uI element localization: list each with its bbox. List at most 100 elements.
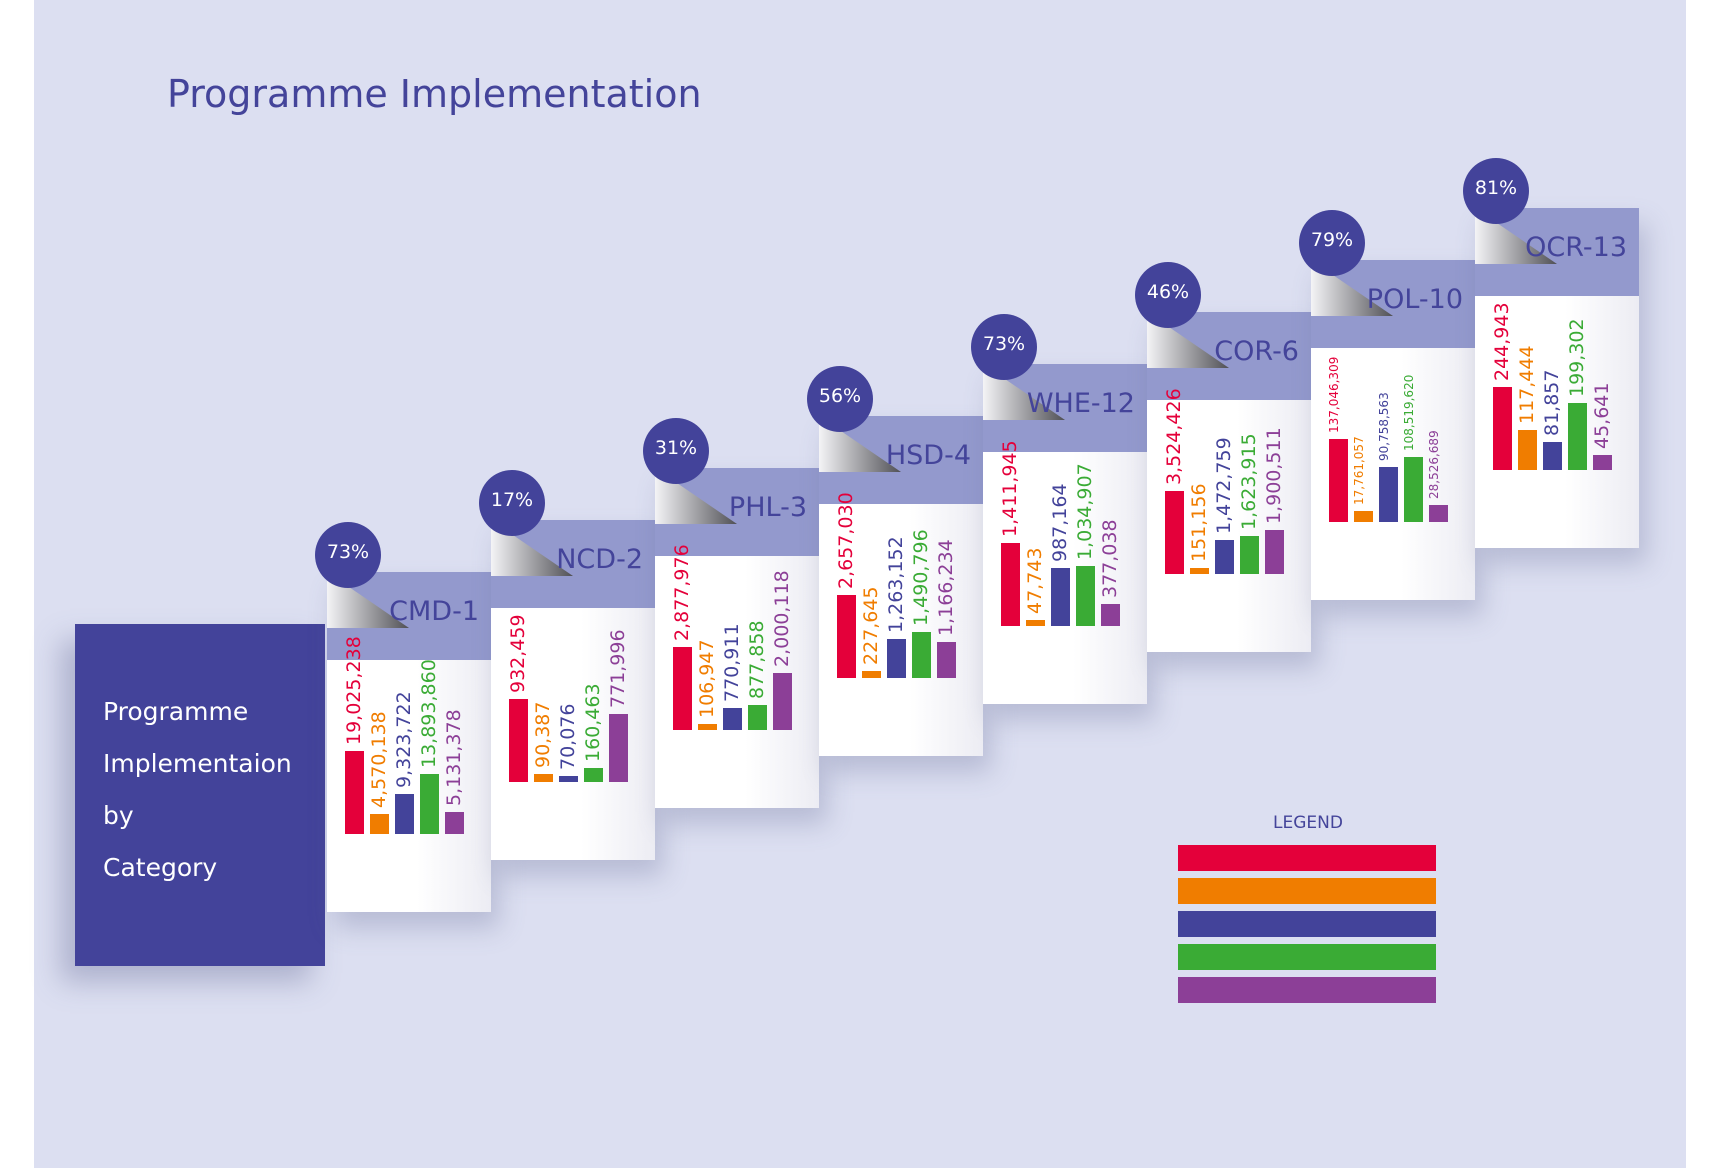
category-label: HSD-4 <box>885 440 971 471</box>
bar-mark <box>912 632 931 678</box>
value-label: 2,000,118 <box>771 570 793 667</box>
category-card: COR-6 3,524,426 151,156 1,472,759 1,623,915 1… <box>1147 312 1311 652</box>
bar-mark <box>887 639 906 678</box>
bar-mark <box>937 642 956 678</box>
bar-mark <box>1051 568 1070 626</box>
bar-mark <box>1240 536 1259 574</box>
value-label: 1,900,511 <box>1263 427 1285 524</box>
category-label: OCR-13 <box>1525 232 1627 263</box>
value-label: 137,046,309 <box>1327 356 1341 433</box>
card-plot: 2,657,030 227,645 1,263,152 1,490,796 1,166,… <box>819 492 983 678</box>
value-label: 377,038 <box>1099 519 1121 598</box>
value-label: 4,570,138 <box>368 711 390 808</box>
bar-mark <box>509 699 528 782</box>
value-label: 17,761,057 <box>1352 436 1366 505</box>
bar-mark <box>370 814 389 834</box>
category-card: NCD-2 932,459 90,387 70,076 160,463 771,996 <box>491 520 655 860</box>
category-card: OCR-13 244,943 117,444 81,857 199,302 45,641 <box>1475 208 1639 548</box>
card-plot: 19,025,238 4,570,138 9,323,722 13,893,860 5,… <box>327 636 491 834</box>
category-card: POL-10 137,046,309 17,761,057 90,758,563 108… <box>1311 260 1475 600</box>
value-label: 70,076 <box>557 703 579 770</box>
value-label: 3,524,426 <box>1163 388 1185 485</box>
percentage-badge: 46% <box>1135 262 1201 328</box>
value-label: 227,645 <box>860 586 882 665</box>
bar-mark <box>420 774 439 834</box>
bar-mark <box>1593 455 1612 470</box>
bar-mark <box>534 774 553 782</box>
bar-mark <box>1215 540 1234 574</box>
category-card: CMD-1 19,025,238 4,570,138 9,323,722 13,893,… <box>327 572 491 912</box>
bar-mark <box>445 812 464 834</box>
value-label: 90,758,563 <box>1377 392 1391 461</box>
bar-mark <box>1543 442 1562 470</box>
legend-swatch <box>1178 878 1436 904</box>
legend-swatch <box>1178 977 1436 1003</box>
percentage-badge: 79% <box>1299 210 1365 276</box>
value-label: 932,459 <box>507 614 529 693</box>
bar-mark <box>1518 430 1537 470</box>
legend-swatch <box>1178 911 1436 937</box>
bar-mark <box>1354 511 1373 522</box>
bar-mark <box>1190 568 1209 574</box>
value-label: 47,743 <box>1024 547 1046 614</box>
category-label: POL-10 <box>1366 284 1463 315</box>
intro-line: by <box>103 801 134 830</box>
value-label: 117,444 <box>1516 345 1538 424</box>
bar-mark <box>609 714 628 782</box>
value-label: 5,131,378 <box>443 709 465 806</box>
legend-swatch <box>1178 944 1436 970</box>
intro-panel: Programme Implementaion by Category <box>75 624 325 966</box>
bar-mark <box>698 724 717 730</box>
value-label: 9,323,722 <box>393 691 415 788</box>
intro-line: Programme <box>103 697 249 726</box>
value-label: 244,943 <box>1491 302 1513 381</box>
category-card: PHL-3 2,877,976 106,947 770,911 877,858 2,000… <box>655 468 819 808</box>
category-label: NCD-2 <box>556 544 643 575</box>
bar-mark <box>1429 505 1448 522</box>
bar-mark <box>1379 467 1398 522</box>
bar-mark <box>837 595 856 678</box>
bar-mark <box>1265 530 1284 574</box>
percentage-badge: 31% <box>643 418 709 484</box>
category-label: COR-6 <box>1214 336 1299 367</box>
category-label: PHL-3 <box>728 492 807 523</box>
bar-mark <box>559 776 578 782</box>
bar-mark <box>1165 491 1184 574</box>
intro-line: Implementaion <box>103 749 292 778</box>
percentage-badge: 56% <box>807 366 873 432</box>
value-label: 1,263,152 <box>885 536 907 633</box>
percentage-badge: 73% <box>971 314 1037 380</box>
category-label: CMD-1 <box>389 596 479 627</box>
bar-mark <box>748 705 767 730</box>
bar-mark <box>723 708 742 730</box>
bar-mark <box>1026 620 1045 626</box>
bar-mark <box>1329 439 1348 522</box>
bar-mark <box>1404 457 1423 522</box>
value-label: 28,526,689 <box>1427 430 1441 499</box>
bar-mark <box>1001 543 1020 626</box>
category-label: WHE-12 <box>1026 388 1135 419</box>
category-card: HSD-4 2,657,030 227,645 1,263,152 1,490,796 1… <box>819 416 983 756</box>
bar-mark <box>673 647 692 730</box>
bar-mark <box>395 794 414 834</box>
card-plot: 137,046,309 17,761,057 90,758,563 108,519,6… <box>1311 357 1475 522</box>
percentage-badge: 73% <box>315 522 381 588</box>
value-label: 1,411,945 <box>999 440 1021 537</box>
category-card: WHE-12 1,411,945 47,743 987,164 1,034,907 377… <box>983 364 1147 704</box>
infographic-canvas: Programme Implementation Programme Imple… <box>34 0 1686 1168</box>
card-plot: 3,524,426 151,156 1,472,759 1,623,915 1,900,… <box>1147 388 1311 574</box>
value-label: 106,947 <box>696 639 718 718</box>
percentage-badge: 17% <box>479 470 545 536</box>
bar-mark <box>862 671 881 678</box>
value-label: 1,472,759 <box>1213 437 1235 534</box>
value-label: 1,166,234 <box>935 539 957 636</box>
value-label: 2,657,030 <box>835 492 857 589</box>
card-plot: 2,877,976 106,947 770,911 877,858 2,000,118 <box>655 544 819 730</box>
bar-mark <box>1076 566 1095 626</box>
card-plot: 932,459 90,387 70,076 160,463 771,996 <box>491 614 655 782</box>
value-label: 987,164 <box>1049 483 1071 562</box>
legend-title: LEGEND <box>1273 813 1343 833</box>
legend: LEGEND <box>1178 813 1438 1013</box>
bar-mark <box>773 673 792 730</box>
bar-mark <box>584 768 603 782</box>
